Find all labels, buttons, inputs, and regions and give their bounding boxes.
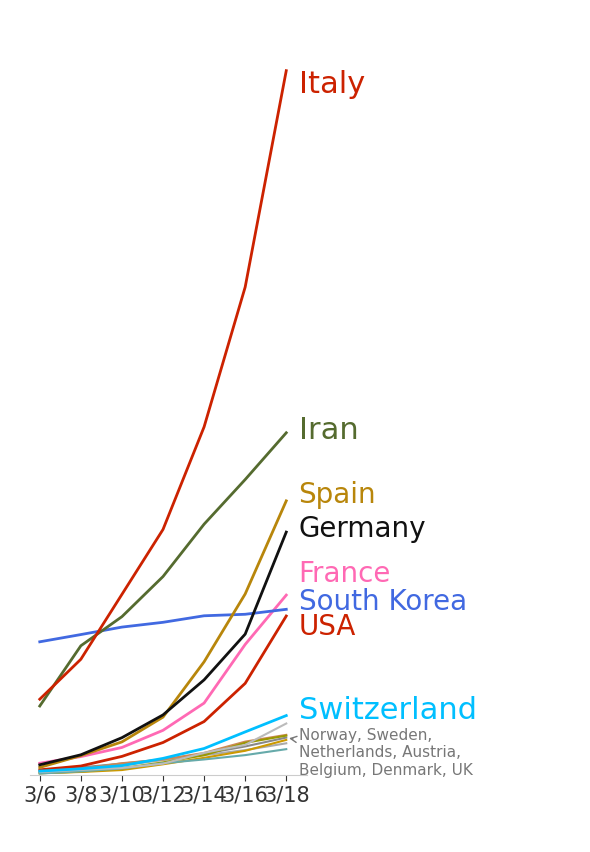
Text: Spain: Spain bbox=[299, 481, 376, 509]
Text: Switzerland: Switzerland bbox=[299, 696, 477, 725]
Text: USA: USA bbox=[299, 613, 356, 642]
Text: Germany: Germany bbox=[299, 515, 426, 543]
Text: Italy: Italy bbox=[299, 70, 365, 99]
Text: Norway, Sweden,
Netherlands, Austria,
Belgium, Denmark, UK: Norway, Sweden, Netherlands, Austria, Be… bbox=[290, 728, 473, 778]
Text: France: France bbox=[299, 560, 391, 588]
Text: South Korea: South Korea bbox=[299, 588, 467, 616]
Text: Iran: Iran bbox=[299, 416, 358, 445]
